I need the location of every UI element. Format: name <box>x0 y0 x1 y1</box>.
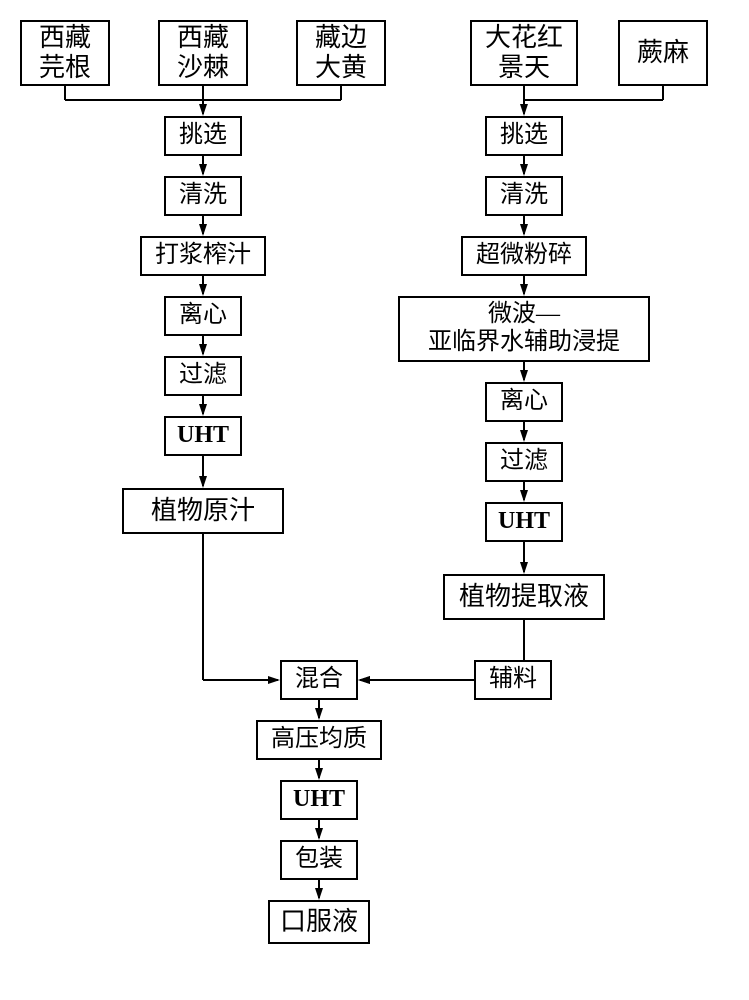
node-label: 过滤 <box>500 448 548 476</box>
node-label: 西藏 沙棘 <box>177 23 229 83</box>
node-label: 包装 <box>295 846 343 874</box>
node-label: 西藏 芫根 <box>39 23 91 83</box>
node-R8: 植物提取液 <box>443 574 605 620</box>
node-label: 辅料 <box>489 666 537 694</box>
node-M3: UHT <box>280 780 358 820</box>
node-label: UHT <box>498 508 550 536</box>
node-label: 离心 <box>179 302 227 330</box>
node-label: 清洗 <box>500 182 548 210</box>
node-label: 高压均质 <box>271 726 367 754</box>
node-R3: 超微粉碎 <box>461 236 587 276</box>
node-label: UHT <box>293 786 345 814</box>
node-label: 植物提取液 <box>459 582 589 612</box>
node-label: 离心 <box>500 388 548 416</box>
node-L2: 清洗 <box>164 176 242 216</box>
node-A3: 藏边 大黄 <box>296 20 386 86</box>
node-R5: 离心 <box>485 382 563 422</box>
node-label: 清洗 <box>179 182 227 210</box>
node-L5: 过滤 <box>164 356 242 396</box>
node-label: 挑选 <box>179 122 227 150</box>
node-R1: 挑选 <box>485 116 563 156</box>
node-L3: 打浆榨汁 <box>140 236 266 276</box>
node-label: 大花红 景天 <box>485 23 563 83</box>
edges-layer <box>0 0 749 1000</box>
node-A1: 西藏 芫根 <box>20 20 110 86</box>
flowchart-canvas: 西藏 芫根西藏 沙棘藏边 大黄大花红 景天蕨麻挑选清洗打浆榨汁离心过滤UHT植物… <box>0 0 749 1000</box>
node-label: 超微粉碎 <box>476 242 572 270</box>
node-L7: 植物原汁 <box>122 488 284 534</box>
node-L6: UHT <box>164 416 242 456</box>
node-R4: 微波— 亚临界水辅助浸提 <box>398 296 650 362</box>
node-M1: 混合 <box>280 660 358 700</box>
node-R6: 过滤 <box>485 442 563 482</box>
node-label: UHT <box>177 422 229 450</box>
node-M5: 口服液 <box>268 900 370 944</box>
node-L4: 离心 <box>164 296 242 336</box>
node-label: 蕨麻 <box>637 38 689 68</box>
node-label: 过滤 <box>179 362 227 390</box>
node-label: 植物原汁 <box>151 496 255 526</box>
node-AUX: 辅料 <box>474 660 552 700</box>
node-M4: 包装 <box>280 840 358 880</box>
node-A2: 西藏 沙棘 <box>158 20 248 86</box>
node-label: 口服液 <box>280 907 358 937</box>
node-label: 挑选 <box>500 122 548 150</box>
node-L1: 挑选 <box>164 116 242 156</box>
node-R7: UHT <box>485 502 563 542</box>
node-R2: 清洗 <box>485 176 563 216</box>
node-B2: 蕨麻 <box>618 20 708 86</box>
node-label: 打浆榨汁 <box>155 242 251 270</box>
node-B1: 大花红 景天 <box>470 20 578 86</box>
node-M2: 高压均质 <box>256 720 382 760</box>
node-label: 微波— 亚临界水辅助浸提 <box>428 301 620 356</box>
node-label: 混合 <box>295 666 343 694</box>
node-label: 藏边 大黄 <box>315 23 367 83</box>
